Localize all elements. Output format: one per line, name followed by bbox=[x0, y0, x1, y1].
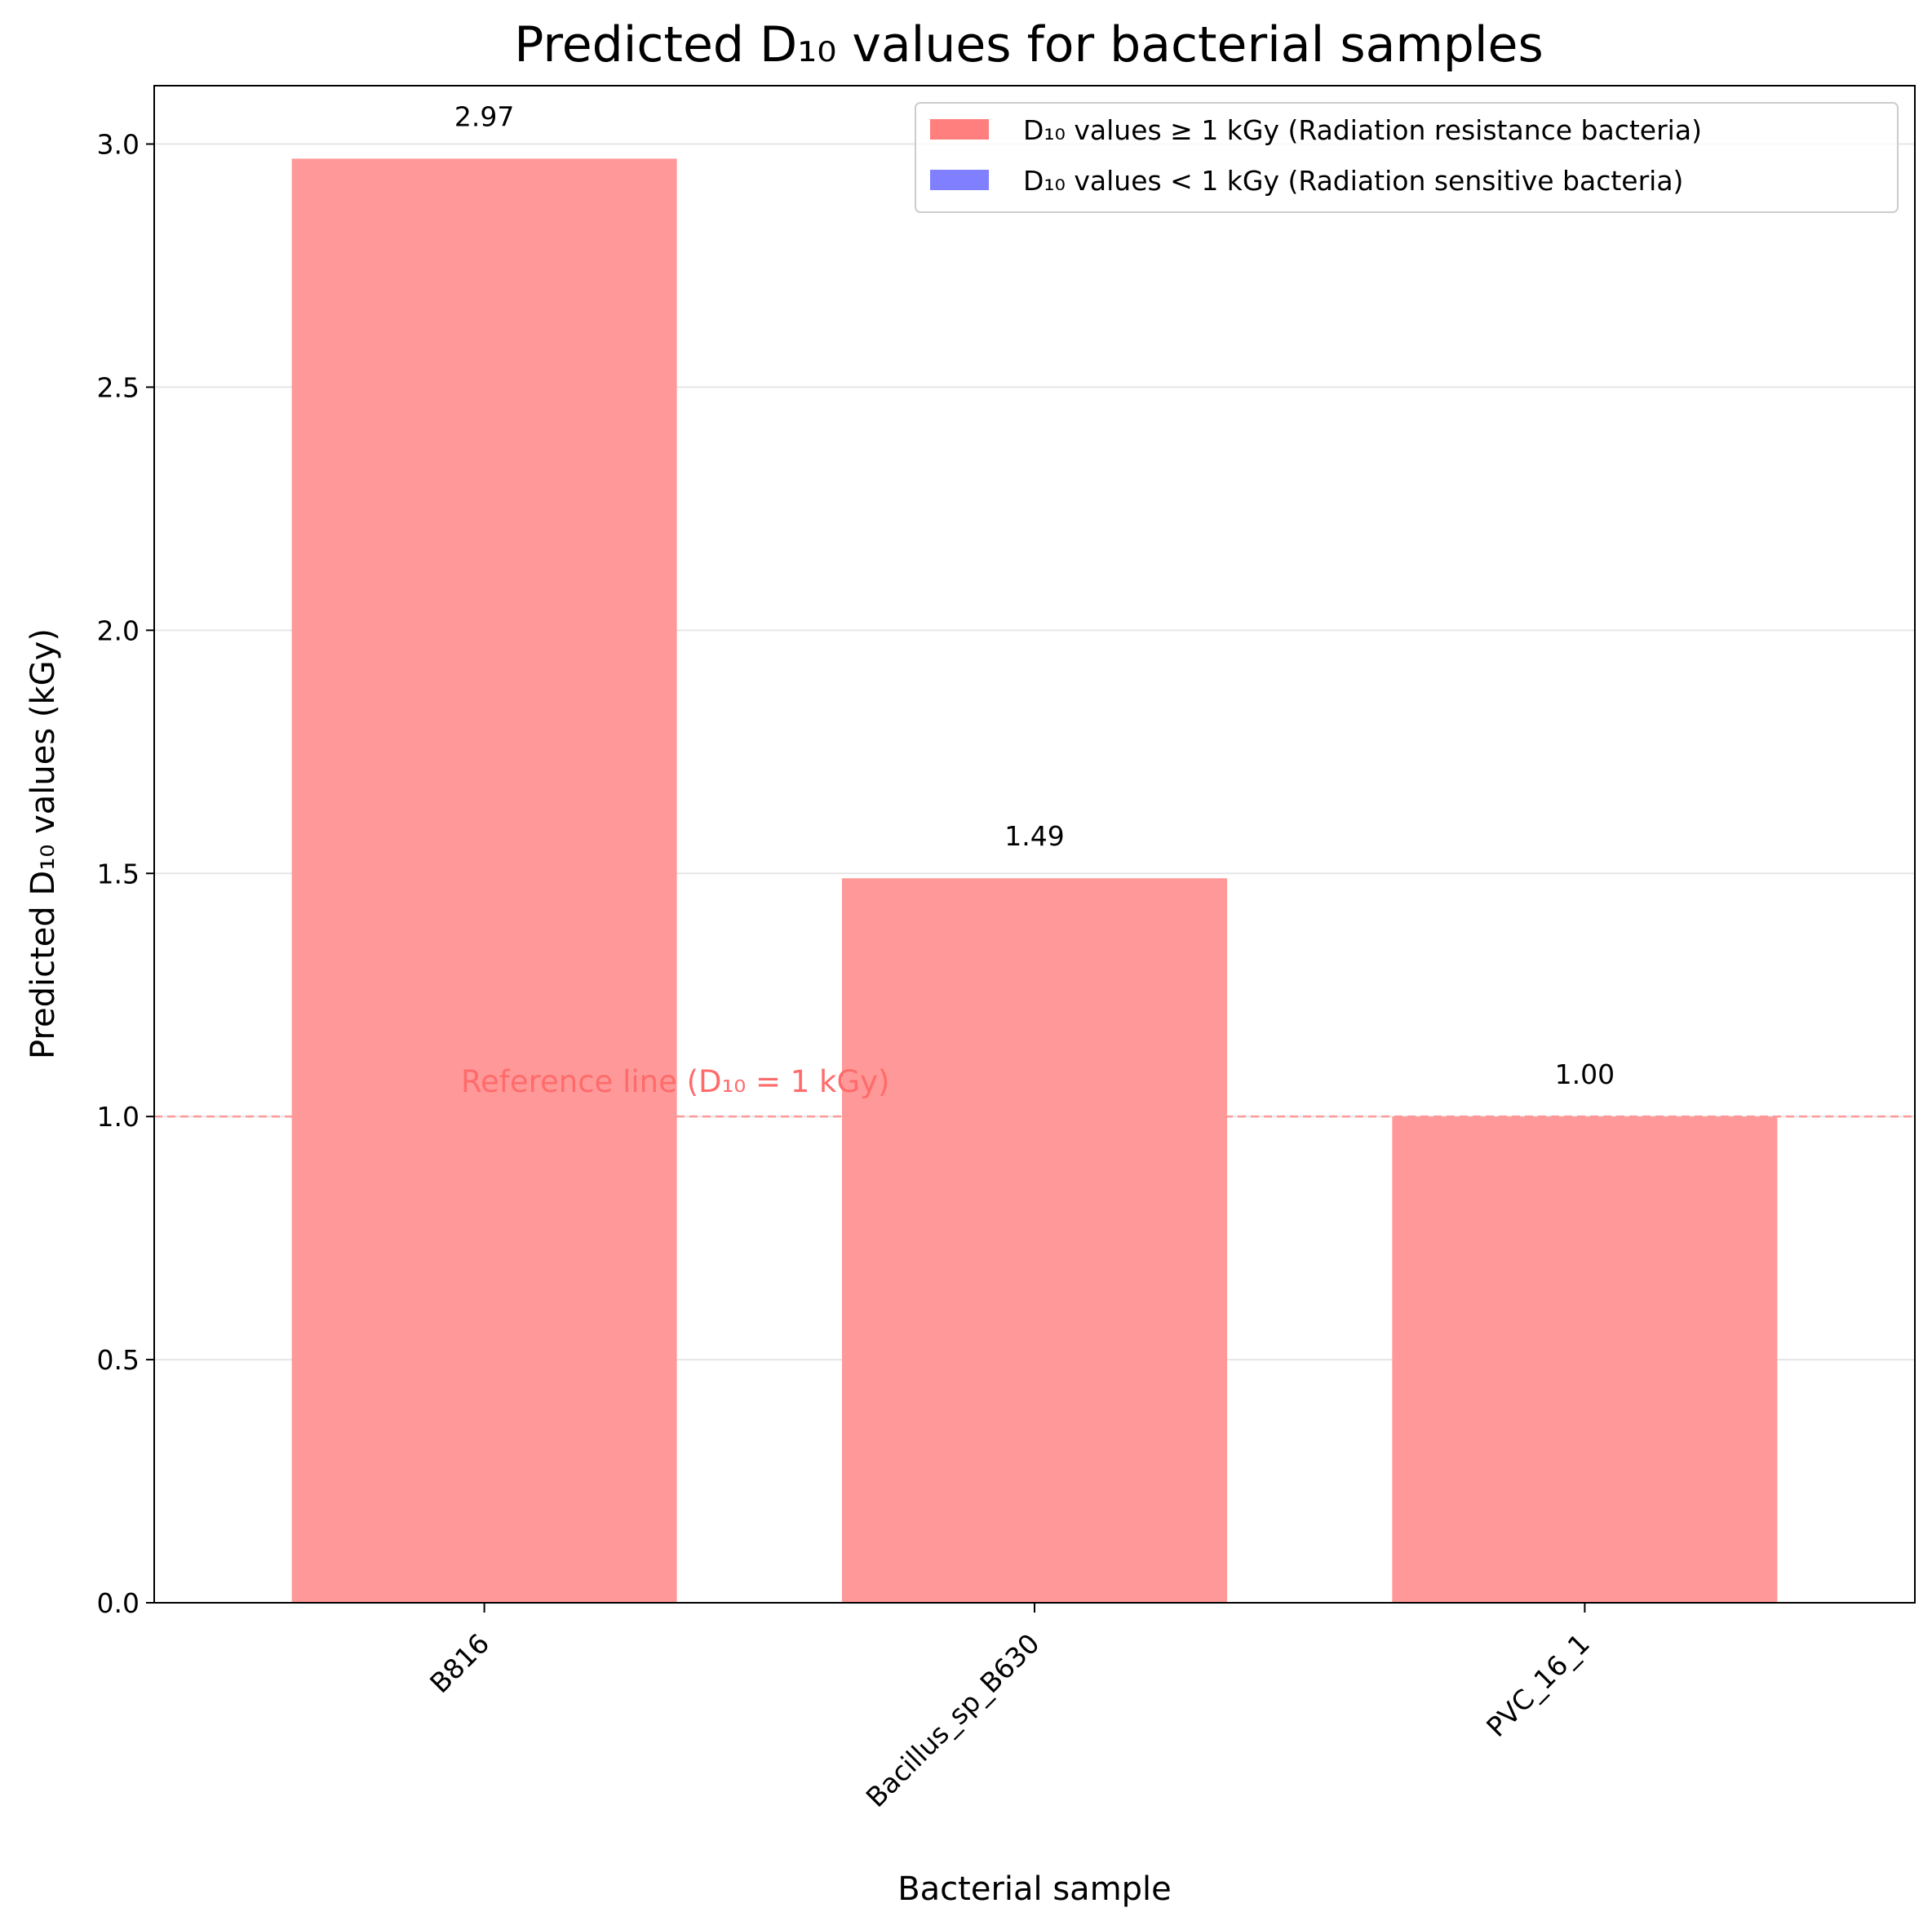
y-axis-ticks: 0.0 0.5 1.0 1.5 2.0 2.5 3.0 bbox=[97, 129, 154, 1619]
y-tick-label: 0.5 bbox=[97, 1344, 140, 1376]
chart-title: Predicted D₁₀ values for bacterial sampl… bbox=[514, 16, 1543, 73]
legend: D₁₀ values ≥ 1 kGy (Radiation resistance… bbox=[915, 102, 1899, 213]
x-axis-label: Bacterial sample bbox=[897, 1870, 1172, 1908]
y-tick-label: 1.0 bbox=[97, 1101, 140, 1133]
bar bbox=[1392, 1116, 1778, 1603]
legend-frame bbox=[915, 102, 1899, 213]
legend-label-sensitive: D₁₀ values < 1 kGy (Radiation sensitive … bbox=[1023, 165, 1683, 197]
data-label: 2.97 bbox=[454, 100, 514, 132]
bar bbox=[291, 158, 677, 1603]
reference-line-group: Reference line (D₁₀ = 1 kGy) bbox=[154, 1064, 1915, 1118]
data-label: 1.00 bbox=[1555, 1058, 1615, 1090]
legend-swatch-resistant bbox=[930, 119, 989, 140]
y-tick-label: 2.5 bbox=[97, 371, 140, 403]
legend-swatch-sensitive bbox=[930, 170, 989, 190]
data-labels: 2.97 1.49 1.00 bbox=[454, 100, 1615, 1090]
legend-label-resistant: D₁₀ values ≥ 1 kGy (Radiation resistance… bbox=[1023, 114, 1702, 146]
y-tick-label: 2.0 bbox=[97, 614, 140, 646]
y-tick-label: 0.0 bbox=[97, 1587, 140, 1619]
y-axis-label: Predicted D₁₀ values (kGy) bbox=[24, 628, 62, 1059]
y-tick-label: 3.0 bbox=[97, 129, 140, 161]
data-label: 1.49 bbox=[1004, 820, 1064, 852]
bars bbox=[291, 158, 1778, 1603]
bar bbox=[841, 878, 1228, 1603]
reference-line-label: Reference line (D₁₀ = 1 kGy) bbox=[461, 1064, 889, 1099]
y-tick-label: 1.5 bbox=[97, 858, 140, 890]
